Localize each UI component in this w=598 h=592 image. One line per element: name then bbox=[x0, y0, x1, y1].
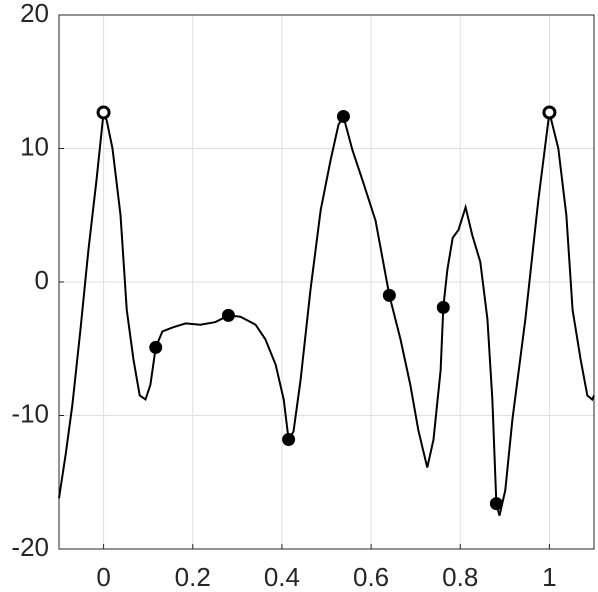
marker bbox=[149, 340, 163, 354]
marker bbox=[336, 109, 350, 123]
x-tick-label: 0.6 bbox=[353, 562, 389, 592]
open-marker bbox=[96, 105, 111, 120]
axes-box bbox=[58, 14, 595, 550]
y-tick-label: -10 bbox=[11, 398, 49, 428]
y-tick-label: 20 bbox=[20, 0, 49, 28]
marker bbox=[382, 288, 396, 302]
marker bbox=[489, 497, 503, 511]
y-tick-label: 10 bbox=[20, 131, 49, 161]
y-tick-label: 0 bbox=[35, 265, 49, 295]
marker bbox=[282, 433, 296, 447]
marker bbox=[221, 308, 235, 322]
y-tick-label: -20 bbox=[11, 532, 49, 562]
x-tick-label: 0.2 bbox=[175, 562, 211, 592]
marker bbox=[436, 300, 450, 314]
x-tick-label: 0.8 bbox=[442, 562, 478, 592]
x-tick-label: 0.4 bbox=[264, 562, 300, 592]
x-tick-label: 0 bbox=[96, 562, 110, 592]
open-marker bbox=[542, 105, 557, 120]
x-tick-label: 1 bbox=[542, 562, 556, 592]
